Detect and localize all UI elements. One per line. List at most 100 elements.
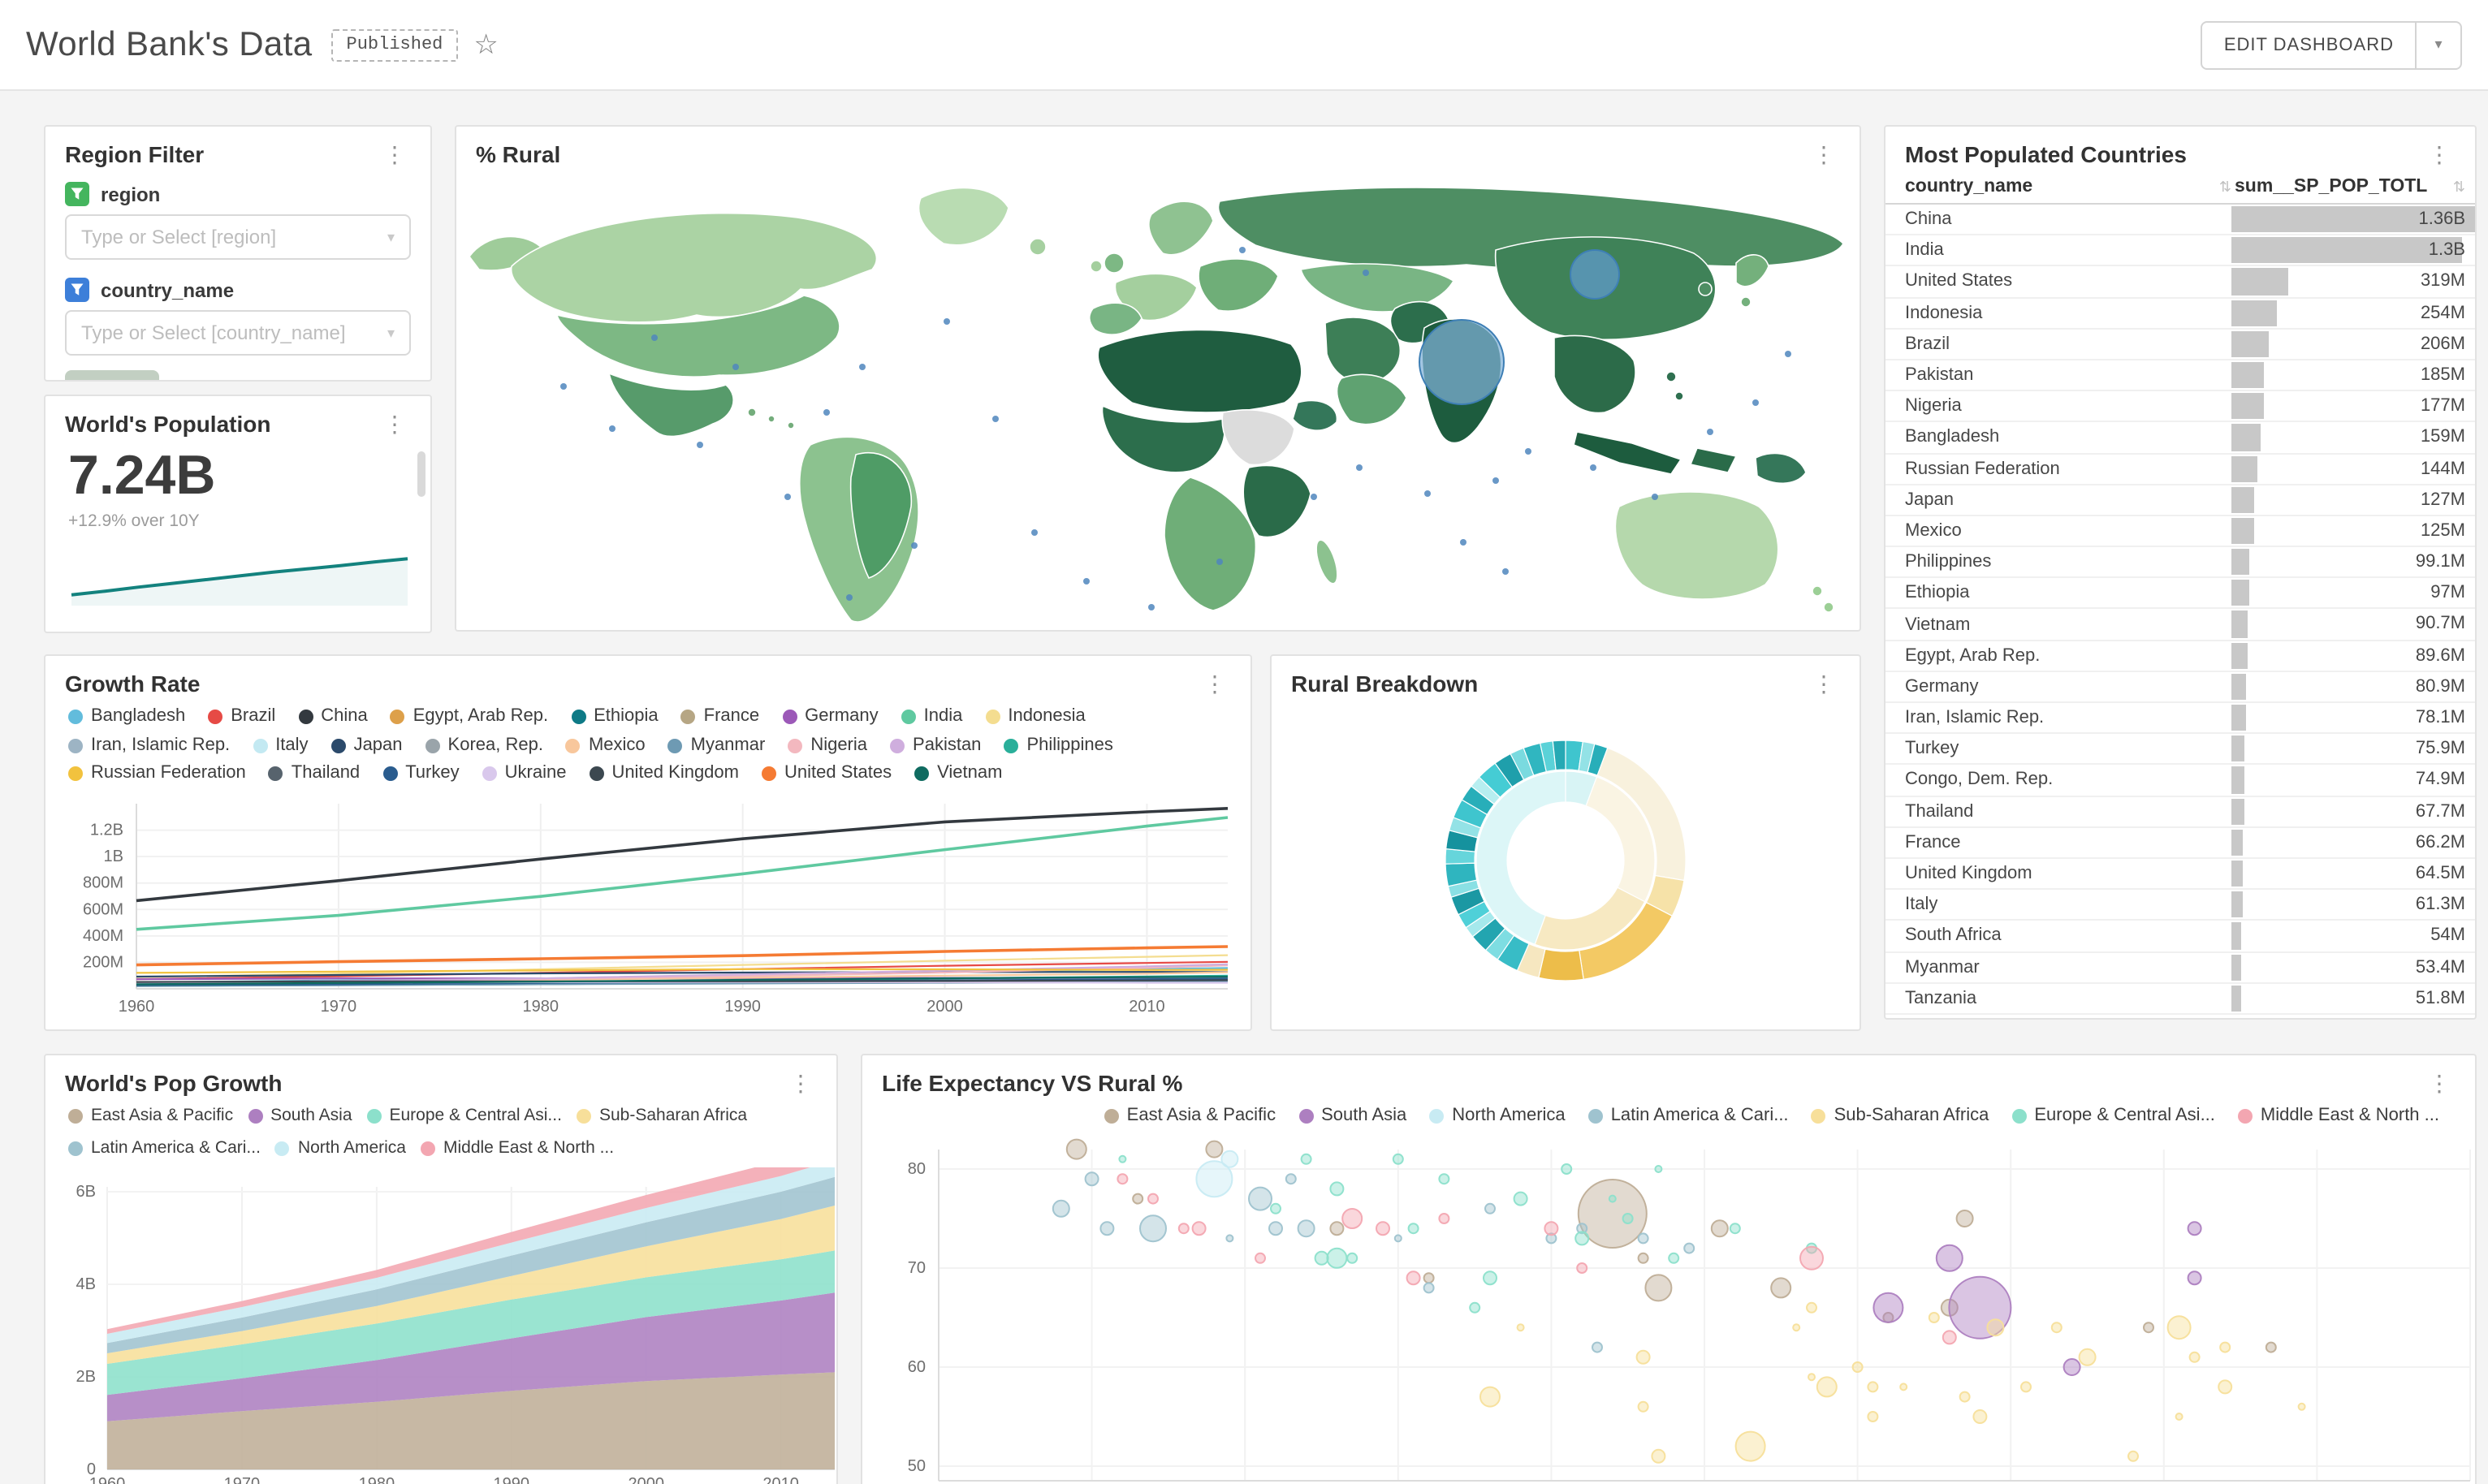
- donut-chart[interactable]: [1272, 701, 1860, 1020]
- kebab-menu-icon[interactable]: ⋮: [1203, 671, 1226, 697]
- table-row: Brazil 206M: [1885, 330, 2475, 360]
- legend-item[interactable]: Pakistan: [890, 733, 981, 758]
- column-header-population[interactable]: sum__SP_POP_TOTL ⇅: [2231, 177, 2475, 196]
- population-sparkline[interactable]: [68, 541, 411, 609]
- legend-dot-icon: [985, 710, 1000, 725]
- legend-item[interactable]: Bangladesh: [68, 705, 185, 730]
- legend-label: Nigeria: [810, 735, 868, 754]
- value-label: 89.6M: [2415, 645, 2465, 666]
- chevron-down-icon: ▾: [2434, 36, 2443, 52]
- continent-africa: [1097, 329, 1338, 611]
- legend-item[interactable]: Middle East & North ...: [421, 1136, 614, 1161]
- kebab-menu-icon[interactable]: ⋮: [383, 141, 406, 167]
- legend-item[interactable]: Middle East & North ...: [2237, 1104, 2439, 1129]
- value-bar: [2231, 673, 2246, 700]
- legend-item[interactable]: Indonesia: [985, 705, 1086, 730]
- legend-item[interactable]: Japan: [330, 733, 403, 758]
- kebab-menu-icon[interactable]: ⋮: [383, 411, 406, 437]
- legend-item[interactable]: Nigeria: [788, 733, 867, 758]
- legend-item[interactable]: Europe & Central Asi...: [2011, 1104, 2215, 1129]
- legend-item[interactable]: South Asia: [1298, 1104, 1406, 1129]
- legend-label: Philippines: [1026, 735, 1113, 754]
- apply-button[interactable]: APPLY: [65, 370, 160, 380]
- table-cell-country: Ethiopia: [1905, 583, 1970, 603]
- legend-dot-icon: [901, 710, 916, 725]
- legend-dot-icon: [788, 738, 803, 753]
- scatter-chart[interactable]: 010203040506070809010080706050: [862, 1136, 2475, 1484]
- kebab-menu-icon[interactable]: ⋮: [1812, 671, 1835, 697]
- value-bar: [2231, 736, 2245, 762]
- legend-item[interactable]: North America: [1429, 1104, 1566, 1129]
- table-row: India 1.3B: [1885, 235, 2475, 267]
- legend-dot-icon: [268, 766, 283, 782]
- kebab-menu-icon[interactable]: ⋮: [2428, 141, 2451, 167]
- column-header-country[interactable]: country_name ⇅: [1885, 177, 2231, 196]
- legend-item[interactable]: Sub-Saharan Africa: [1811, 1104, 1989, 1129]
- value-bar: [2231, 549, 2249, 576]
- scrollbar[interactable]: [417, 451, 425, 497]
- legend-item[interactable]: Ukraine: [482, 761, 566, 787]
- area-chart[interactable]: 1960 1970 1980 1990 2000 2010 0 2B 4B 6B: [45, 1167, 836, 1484]
- value-label: 99.1M: [2415, 552, 2465, 572]
- legend-item[interactable]: China: [298, 705, 368, 730]
- legend-item[interactable]: Vietnam: [914, 761, 1002, 787]
- card-title: Region Filter: [65, 141, 205, 167]
- legend-dot-icon: [68, 1141, 83, 1156]
- legend-item[interactable]: Europe & Central Asi...: [366, 1104, 562, 1129]
- table-row: United States 319M: [1885, 267, 2475, 299]
- value-label: 206M: [2420, 334, 2465, 354]
- legend-item[interactable]: Myanmar: [667, 733, 765, 758]
- card-title: World's Pop Growth: [65, 1070, 283, 1096]
- svg-text:2000: 2000: [927, 997, 963, 1015]
- legend-item[interactable]: Latin America & Cari...: [1587, 1104, 1789, 1129]
- legend-item[interactable]: Brazil: [208, 705, 275, 730]
- table-cell-country: Myanmar: [1905, 957, 1980, 977]
- legend-label: South Asia: [1321, 1106, 1407, 1125]
- legend-item[interactable]: Iran, Islamic Rep.: [68, 733, 230, 758]
- legend-item[interactable]: Turkey: [382, 761, 460, 787]
- legend-item[interactable]: France: [680, 705, 760, 730]
- legend-label: China: [321, 706, 368, 726]
- svg-text:800M: 800M: [83, 874, 123, 891]
- table-row: Ethiopia 97M: [1885, 579, 2475, 610]
- legend-item[interactable]: Ethiopia: [571, 705, 659, 730]
- country-select[interactable]: Type or Select [country_name] ▾: [65, 310, 411, 356]
- region-select[interactable]: Type or Select [region] ▾: [65, 214, 411, 260]
- legend-item[interactable]: South Asia: [248, 1104, 352, 1129]
- legend-item[interactable]: North America: [274, 1136, 406, 1161]
- legend-item[interactable]: Philippines: [1004, 733, 1113, 758]
- legend-item[interactable]: Sub-Saharan Africa: [576, 1104, 747, 1129]
- card-rural-breakdown: Rural Breakdown ⋮: [1270, 654, 1861, 1031]
- kebab-menu-icon[interactable]: ⋮: [2428, 1070, 2451, 1096]
- legend-item[interactable]: Germany: [782, 705, 879, 730]
- world-map[interactable]: [456, 172, 1860, 630]
- legend-item[interactable]: Egypt, Arab Rep.: [390, 705, 548, 730]
- growth-chart[interactable]: 1960 1970 1980 1990 2000 2010 200M 400M 600M 800M…: [45, 793, 1250, 1024]
- legend-item[interactable]: East Asia & Pacific: [1104, 1104, 1276, 1129]
- edit-dashboard-button[interactable]: EDIT DASHBOARD: [2201, 20, 2417, 69]
- legend-item[interactable]: Italy: [253, 733, 309, 758]
- table-cell-value: 319M: [2231, 267, 2475, 296]
- favorite-star-icon[interactable]: ☆: [473, 29, 499, 60]
- kebab-menu-icon[interactable]: ⋮: [1812, 141, 1835, 167]
- value-label: 66.2M: [2415, 832, 2465, 852]
- status-badge[interactable]: Published: [331, 28, 458, 61]
- legend-item[interactable]: United Kingdom: [589, 761, 739, 787]
- legend-item[interactable]: Latin America & Cari...: [68, 1136, 261, 1161]
- value-bar: [2231, 517, 2254, 545]
- value-label: 319M: [2420, 271, 2465, 291]
- table-row: Philippines 99.1M: [1885, 547, 2475, 579]
- legend-label: France: [703, 706, 760, 726]
- header-dropdown-button[interactable]: ▾: [2417, 20, 2462, 69]
- legend-item[interactable]: Thailand: [268, 761, 360, 787]
- legend-item[interactable]: United States: [762, 761, 892, 787]
- legend-item[interactable]: Korea, Rep.: [425, 733, 543, 758]
- kebab-menu-icon[interactable]: ⋮: [789, 1070, 812, 1096]
- legend-item[interactable]: Mexico: [565, 733, 646, 758]
- sort-icon[interactable]: ⇅: [2452, 178, 2465, 194]
- map-dot-markers: [560, 247, 1791, 610]
- sort-icon[interactable]: ⇅: [2218, 178, 2231, 194]
- legend-item[interactable]: East Asia & Pacific: [68, 1104, 233, 1129]
- legend-item[interactable]: Russian Federation: [68, 761, 246, 787]
- legend-item[interactable]: India: [901, 705, 962, 730]
